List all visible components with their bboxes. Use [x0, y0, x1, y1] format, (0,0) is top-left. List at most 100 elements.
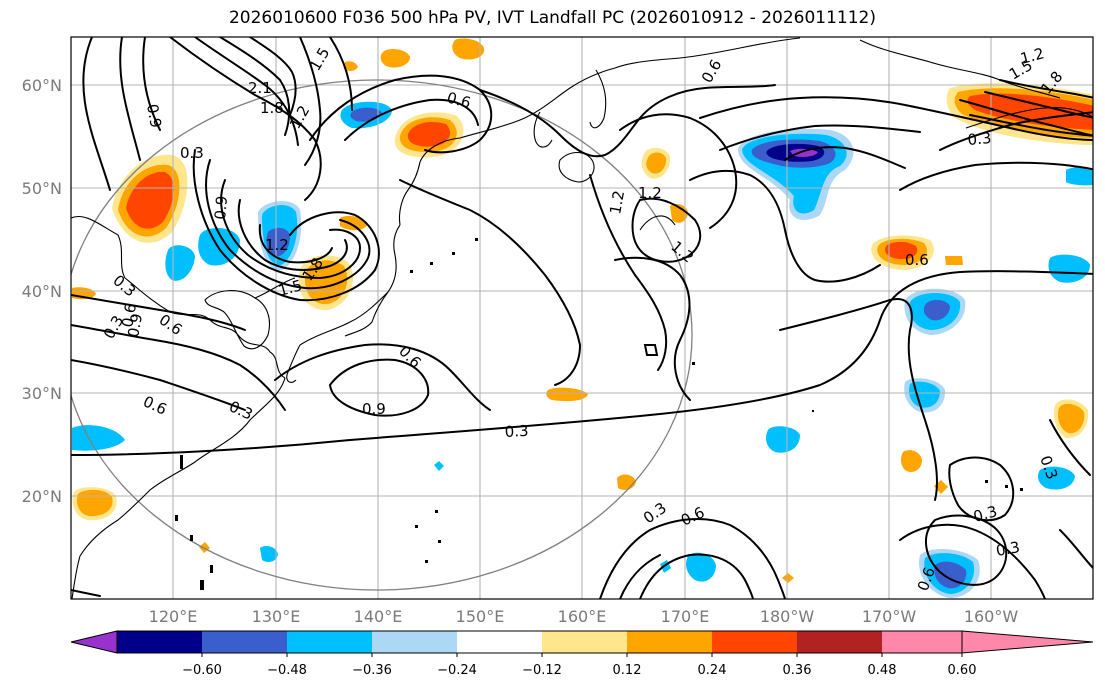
- colorbar-segment: [797, 631, 882, 653]
- landfall-region-circle: [71, 79, 693, 591]
- colorbar-tick-label: −0.60: [182, 663, 222, 678]
- negative-anomaly: [434, 461, 444, 471]
- colorbar-segment: [372, 631, 457, 653]
- lat-label: 20°N: [22, 487, 62, 506]
- contour-label: 0.6: [678, 503, 707, 529]
- contour-label: 0.6: [445, 88, 473, 112]
- contour-label: 1.2: [606, 189, 628, 216]
- lon-label: 150°E: [456, 607, 505, 626]
- pv-anomaly-shading: [72, 38, 1093, 583]
- contour-label: 0.3: [971, 502, 999, 526]
- colorbar-outline: [116, 630, 963, 654]
- positive-anomaly: [304, 260, 348, 305]
- contour-label: 0.6: [698, 56, 726, 86]
- positive-anomaly: [646, 152, 667, 174]
- lon-label: 170°W: [862, 607, 917, 626]
- contour-label: 0.9: [211, 195, 231, 220]
- contour-label: 1.2: [286, 102, 314, 132]
- negative-anomaly: [165, 245, 195, 281]
- contour-label: 0.9: [124, 312, 146, 339]
- map-frame: [70, 36, 1094, 600]
- colorbar: −0.60 −0.48 −0.36 −0.24 −0.12 0.12 0.24 …: [70, 630, 1094, 678]
- positive-anomaly: [884, 241, 918, 259]
- contour-label: 0.6: [905, 251, 929, 269]
- coastlines: [71, 37, 1093, 599]
- lon-label: 140°E: [354, 607, 403, 626]
- positive-anomaly: [967, 93, 1093, 130]
- positive-anomaly: [407, 122, 451, 147]
- contour-label: 0.3: [109, 271, 139, 300]
- negative-anomaly: [923, 299, 950, 321]
- positive-anomaly: [617, 474, 636, 490]
- colorbar-segment: [712, 631, 797, 653]
- contour-label: 0.9: [143, 103, 165, 130]
- colorbar-segment: [882, 631, 962, 653]
- contour-label: 0.3: [967, 129, 992, 149]
- positive-anomaly: [900, 450, 922, 472]
- lon-label: 130°E: [252, 607, 301, 626]
- positive-anomaly: [945, 256, 963, 265]
- colorbar-tick-label: 0.60: [948, 663, 977, 678]
- colorbar-tick-label: −0.24: [437, 663, 477, 678]
- negative-anomaly: [909, 381, 940, 408]
- lat-label: 60°N: [22, 76, 62, 95]
- positive-anomaly: [670, 204, 688, 223]
- contour-label: 0.6: [140, 392, 169, 418]
- colorbar-segment: [627, 631, 712, 653]
- negative-anomaly: [1066, 167, 1093, 186]
- colorbar-tick-label: 0.24: [698, 663, 727, 678]
- colorbar-segment: [287, 631, 372, 653]
- colorbar-tick-label: −0.36: [352, 663, 392, 678]
- colorbar-tick-label: −0.48: [267, 663, 307, 678]
- latitude-labels: 60°N 50°N 40°N 30°N 20°N: [22, 76, 62, 506]
- colorbar-tick-label: 0.36: [783, 663, 812, 678]
- negative-anomaly: [266, 227, 290, 257]
- positive-anomaly: [126, 171, 174, 229]
- pv-contours: [71, 37, 1093, 599]
- contour-label: 2.1: [248, 79, 272, 97]
- positive-anomaly: [380, 49, 410, 68]
- gridlines: [71, 37, 1093, 599]
- contour-label: 1.8: [260, 99, 284, 117]
- negative-anomaly: [686, 552, 716, 582]
- positive-anomaly: [452, 38, 485, 60]
- contour-label: 0.9: [362, 400, 386, 418]
- colorbar-segment: [202, 631, 287, 653]
- contour-label: 0.3: [995, 538, 1022, 560]
- colorbar-segment: [542, 631, 627, 653]
- positive-anomaly: [1058, 403, 1085, 434]
- positive-anomaly: [782, 573, 794, 583]
- map-title: 2026010600 F036 500 hPa PV, IVT Landfall…: [228, 8, 876, 28]
- lon-label: 170°E: [661, 607, 710, 626]
- islands: [175, 238, 1023, 590]
- contour-label: 1.5: [276, 276, 304, 300]
- colorbar-extend-high: [961, 630, 1094, 654]
- contour-label: 1.2: [1018, 44, 1046, 68]
- lat-label: 30°N: [22, 384, 62, 403]
- lon-label: 160°W: [964, 607, 1019, 626]
- positive-anomaly: [199, 542, 210, 553]
- lon-label: 120°E: [149, 607, 198, 626]
- contour-label: 0.3: [180, 144, 204, 162]
- contour-label: 0.3: [226, 397, 255, 423]
- lon-label: 180°W: [760, 607, 815, 626]
- contour-label: 0.6: [118, 302, 140, 329]
- contour-label: 1.2: [638, 184, 662, 202]
- negative-anomaly: [1048, 254, 1090, 283]
- negative-anomaly: [790, 148, 818, 157]
- colorbar-segment: [117, 631, 202, 653]
- contour-label: 1.5: [306, 44, 334, 74]
- longitude-labels: 120°E 130°E 140°E 150°E 160°E 170°E 180°…: [149, 607, 1019, 626]
- contour-label: 0.3: [504, 422, 529, 441]
- colorbar-tick-label: 0.12: [613, 663, 642, 678]
- colorbar-tick-label: 0.48: [868, 663, 897, 678]
- negative-anomaly: [1038, 466, 1075, 490]
- lat-label: 50°N: [22, 179, 62, 198]
- positive-anomaly: [546, 387, 588, 402]
- negative-anomaly: [260, 546, 278, 562]
- negative-anomaly: [766, 426, 800, 453]
- colorbar-segment: [457, 631, 542, 653]
- positive-anomaly: [344, 61, 358, 71]
- contour-label: 1.2: [265, 236, 289, 254]
